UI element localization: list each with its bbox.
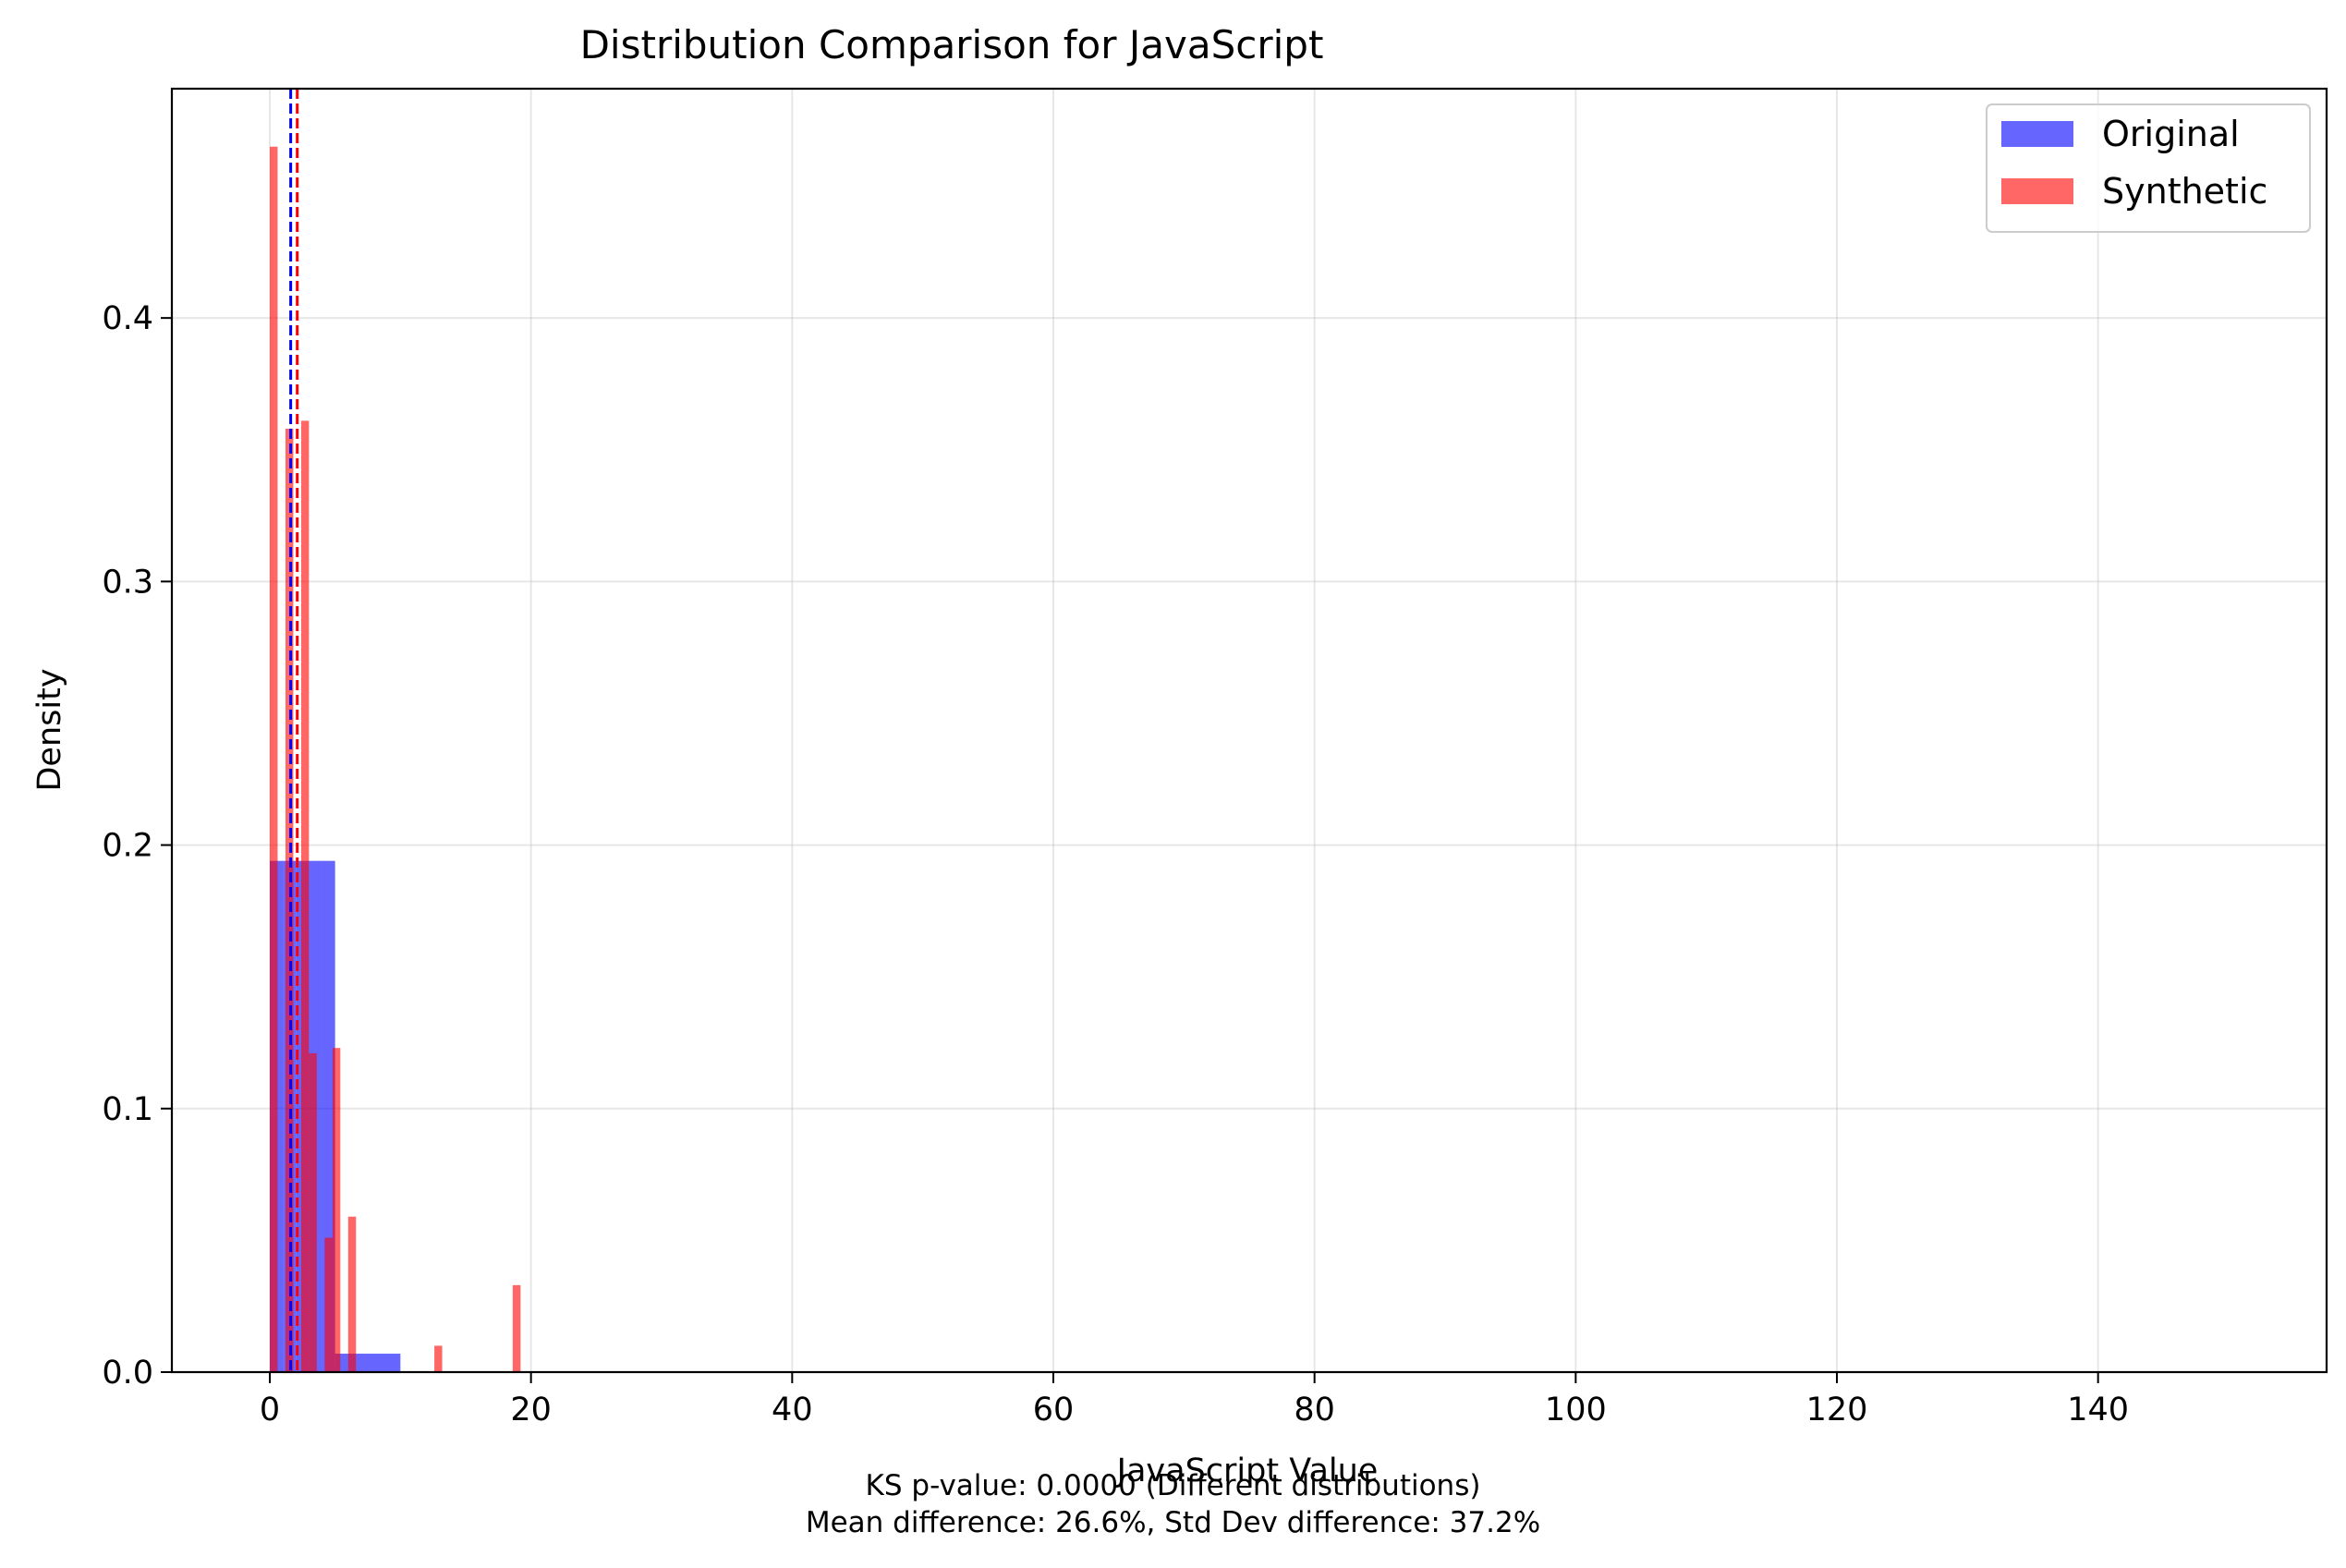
x-tick-label: 120 (1806, 1392, 1868, 1428)
gridlines (172, 89, 2327, 1373)
histogram-bar-synthetic (300, 420, 310, 1372)
difference-annotation: Mean difference: 26.6%, Std Dev differen… (805, 1506, 1541, 1539)
legend-swatch-original (2001, 121, 2073, 147)
bars (270, 146, 521, 1373)
x-tick-label: 20 (510, 1392, 552, 1428)
histogram-bar-synthetic (309, 1052, 317, 1372)
ks-annotation: KS p-value: 0.0000 (Different distributi… (865, 1469, 1481, 1502)
y-tick-label: 0.2 (102, 828, 153, 865)
y-axis-ticks: 0.0 0.1 0.2 0.3 0.4 (102, 300, 172, 1392)
x-tick-label: 40 (772, 1392, 813, 1428)
y-tick-label: 0.3 (102, 564, 153, 601)
histogram-bar-synthetic (512, 1284, 521, 1372)
histogram-bar-synthetic (347, 1216, 357, 1372)
histogram-bar-synthetic (285, 428, 294, 1373)
plot-frame (170, 87, 2328, 1374)
histogram-bar-original (334, 1354, 401, 1372)
y-tick-label: 0.4 (102, 300, 153, 337)
histogram-bar-synthetic (434, 1345, 443, 1372)
x-tick-label: 140 (2067, 1392, 2129, 1428)
x-axis-ticks: 0 20 40 60 80 100 120 140 (260, 1372, 2129, 1428)
x-axis-label: JavaScript Value (1115, 1453, 1379, 1489)
x-tick-label: 100 (1545, 1392, 1607, 1428)
legend-label-original: Original (2102, 114, 2240, 154)
legend-swatch-synthetic (2001, 178, 2073, 204)
x-tick-label: 80 (1294, 1392, 1335, 1428)
histogram-bar-synthetic (324, 1237, 333, 1372)
y-tick-label: 0.0 (102, 1355, 153, 1392)
legend-label-synthetic: Synthetic (2102, 171, 2267, 212)
mean-lines (289, 89, 299, 1372)
y-axis-label: Density (31, 668, 68, 791)
y-tick-label: 0.1 (102, 1091, 153, 1128)
x-tick-label: 60 (1033, 1392, 1075, 1428)
legend: Original Synthetic (1986, 103, 2311, 233)
histogram-bar-synthetic (332, 1048, 341, 1372)
histogram-bar-synthetic (270, 146, 278, 1372)
chart-title: Distribution Comparison for JavaScript (580, 22, 1324, 67)
x-tick-label: 0 (260, 1392, 280, 1428)
